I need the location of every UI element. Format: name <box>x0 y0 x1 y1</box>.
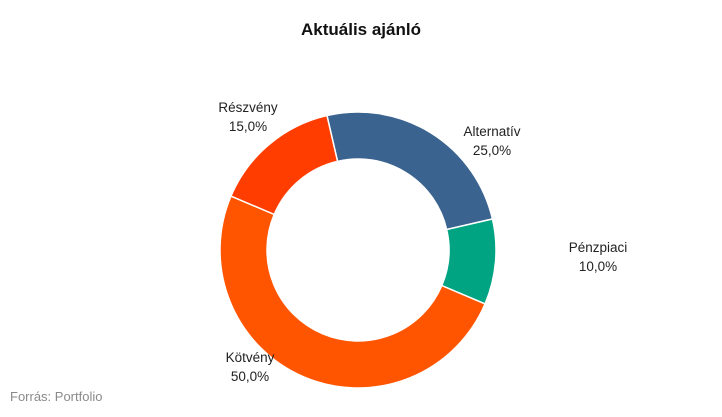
slice-kötvény <box>219 195 487 389</box>
slice-value-label: 50,0% <box>231 369 269 384</box>
slice-name-label: Pénzpiaci <box>569 240 628 255</box>
slice-részvény <box>229 114 339 216</box>
slice-value-label: 25,0% <box>473 143 511 158</box>
slice-name-label: Részvény <box>218 100 278 115</box>
slice-alternatív <box>326 111 494 231</box>
slice-value-label: 15,0% <box>229 119 267 134</box>
chart-title: Aktuális ajánló <box>301 20 421 39</box>
slice-name-label: Kötvény <box>226 350 275 365</box>
source-note: Forrás: Portfolio <box>10 389 103 404</box>
slice-name-label: Alternatív <box>463 124 520 139</box>
slice-value-label: 10,0% <box>579 259 617 274</box>
